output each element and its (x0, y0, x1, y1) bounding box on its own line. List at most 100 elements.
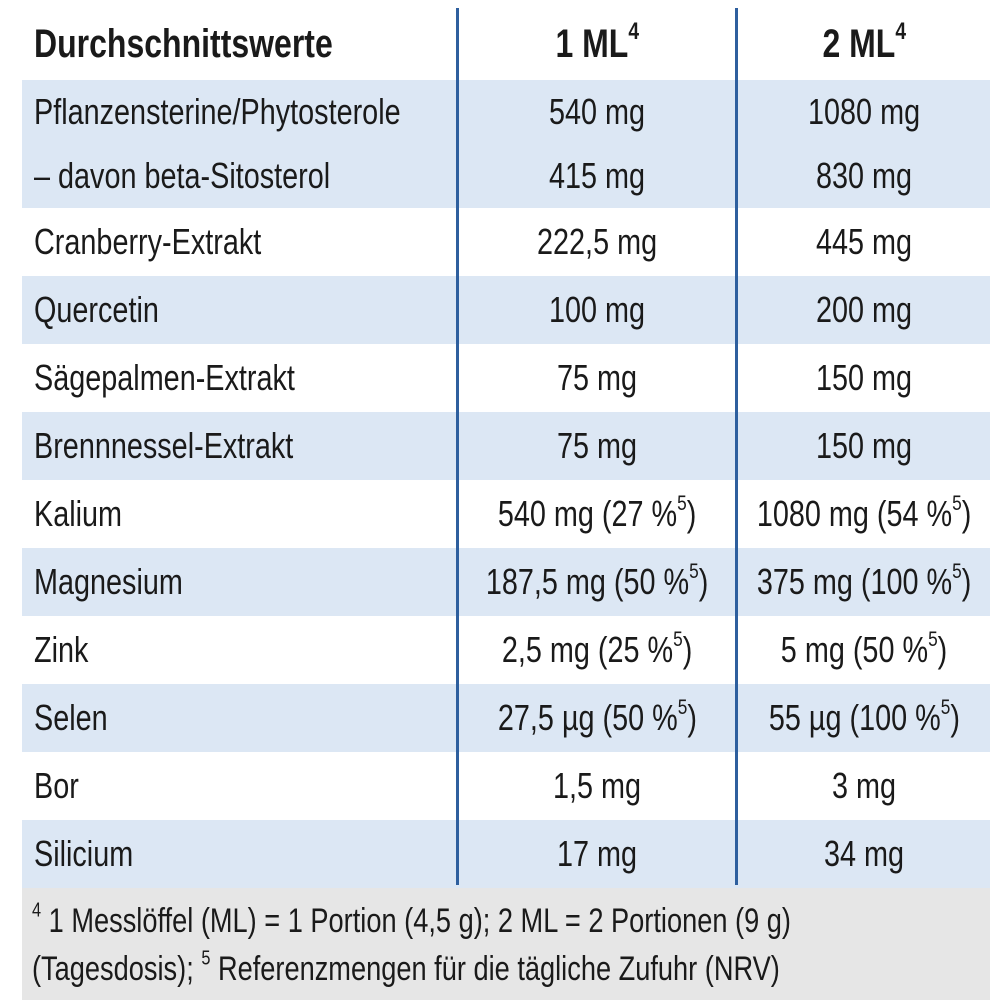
text: – davon beta-Sitosterol (34, 155, 331, 196)
text: Zink (34, 629, 89, 670)
cell-content: 415 mg (549, 155, 645, 197)
row-shading (22, 684, 990, 752)
cell-content: Quercetin (34, 289, 159, 331)
cell-content: Sägepalmen-Extrakt (34, 357, 295, 399)
cell-content: 100 mg (549, 289, 645, 331)
table-cell: 27,5 µg (50 %5) (458, 684, 736, 752)
column-divider (456, 8, 459, 885)
superscript: 5 (677, 489, 687, 515)
cell-content: 540 mg (549, 91, 645, 133)
cell-content: 830 mg (816, 155, 912, 197)
text: Magnesium (34, 561, 183, 602)
text: 540 mg (548, 91, 646, 132)
footnote-background (22, 888, 990, 1000)
table-cell: 75 mg (458, 344, 736, 412)
text: 1,5 mg (552, 765, 642, 806)
cell-content: 34 mg (824, 833, 904, 875)
table-cell: Selen (34, 684, 456, 752)
cell-content: 27,5 µg (50 %5) (497, 693, 697, 739)
row-shading (22, 820, 990, 888)
table-cell: – davon beta-Sitosterol (34, 144, 456, 208)
table-cell: 222,5 mg (458, 208, 736, 276)
text: Silicium (34, 833, 134, 874)
text: Brennnessel-Extrakt (34, 425, 294, 466)
text: 222,5 mg (536, 221, 658, 262)
superscript: 5 (940, 693, 950, 719)
text: 1 Messlöffel (ML) = 1 Portion (4,5 g); 2… (41, 901, 791, 940)
text: Pflanzensterine/Phytosterole (34, 91, 401, 132)
superscript: 5 (689, 557, 699, 583)
cell-content: Pflanzensterine/Phytosterole (34, 91, 401, 133)
text: 375 mg (100 % (756, 561, 953, 602)
table-cell: 100 mg (458, 276, 736, 344)
text: 2 ML (822, 21, 896, 66)
table-cell: 200 mg (738, 276, 990, 344)
cell-content: 3 mg (832, 765, 896, 807)
table-cell: 150 mg (738, 344, 990, 412)
text: Sägepalmen-Extrakt (34, 357, 295, 398)
table-cell: 1080 mg (54 %5) (738, 480, 990, 548)
table-cell: 2 ML4 (738, 8, 990, 80)
cell-content: Bor (34, 765, 79, 807)
table-cell: Durchschnittswerte (34, 8, 456, 80)
superscript: 5 (952, 557, 962, 583)
table-cell: 3 mg (738, 752, 990, 820)
cell-content: 540 mg (27 %5) (497, 489, 697, 535)
table-cell: 1 ML4 (458, 8, 736, 80)
superscript: 5 (677, 693, 687, 719)
table-cell: 75 mg (458, 412, 736, 480)
table-cell: 415 mg (458, 144, 736, 208)
text: 1080 mg (54 % (756, 493, 953, 534)
cell-content: Kalium (34, 493, 122, 535)
text: Selen (34, 697, 108, 738)
text: ) (698, 561, 709, 602)
text: 3 mg (831, 765, 897, 806)
superscript: 5 (952, 489, 962, 515)
table-cell: Zink (34, 616, 456, 684)
cell-content: 1080 mg (808, 91, 920, 133)
row-shading (22, 144, 990, 208)
text: 540 mg (27 % (497, 493, 678, 534)
table-cell: 540 mg (458, 80, 736, 144)
cell-content: Silicium (34, 833, 133, 875)
row-shading (22, 80, 990, 144)
table-cell: 34 mg (738, 820, 990, 888)
cell-content: Selen (34, 697, 108, 739)
table-cell: Cranberry-Extrakt (34, 208, 456, 276)
table-cell: Brennnessel-Extrakt (34, 412, 456, 480)
text: 2,5 mg (25 % (501, 629, 674, 670)
text: 5 mg (50 % (780, 629, 929, 670)
text: 55 µg (100 % (768, 697, 941, 738)
text: (Tagesdosis); (32, 949, 202, 988)
text: 1080 mg (807, 91, 921, 132)
cell-content: 375 mg (100 %5) (756, 557, 972, 603)
superscript: 4 (32, 899, 42, 922)
table-cell: Kalium (34, 480, 456, 548)
text: 830 mg (815, 155, 913, 196)
table-cell: 17 mg (458, 820, 736, 888)
cell-content: 222,5 mg (537, 221, 657, 263)
cell-content: 55 µg (100 %5) (768, 693, 960, 739)
table-cell: 5 mg (50 %5) (738, 616, 990, 684)
text: Quercetin (34, 289, 159, 330)
table-cell: 55 µg (100 %5) (738, 684, 990, 752)
cell-content: Brennnessel-Extrakt (34, 425, 293, 467)
text: ) (949, 697, 960, 738)
text: 415 mg (548, 155, 646, 196)
text: 445 mg (815, 221, 913, 262)
text: Durchschnittswerte (34, 21, 333, 66)
cell-content: 5 mg (50 %5) (780, 628, 947, 671)
text: ) (686, 493, 697, 534)
text: ) (686, 697, 697, 738)
table-cell: 150 mg (738, 412, 990, 480)
text: Cranberry-Extrakt (34, 221, 262, 262)
cell-content: 2 ML4 (822, 19, 906, 67)
superscript: 5 (673, 625, 683, 651)
text: 150 mg (815, 357, 913, 398)
cell-content: 17 mg (557, 833, 637, 875)
cell-content: Durchschnittswerte (34, 22, 333, 67)
text: Kalium (34, 493, 123, 534)
text: ) (961, 493, 972, 534)
table-cell: Magnesium (34, 548, 456, 616)
text: 200 mg (815, 289, 913, 330)
